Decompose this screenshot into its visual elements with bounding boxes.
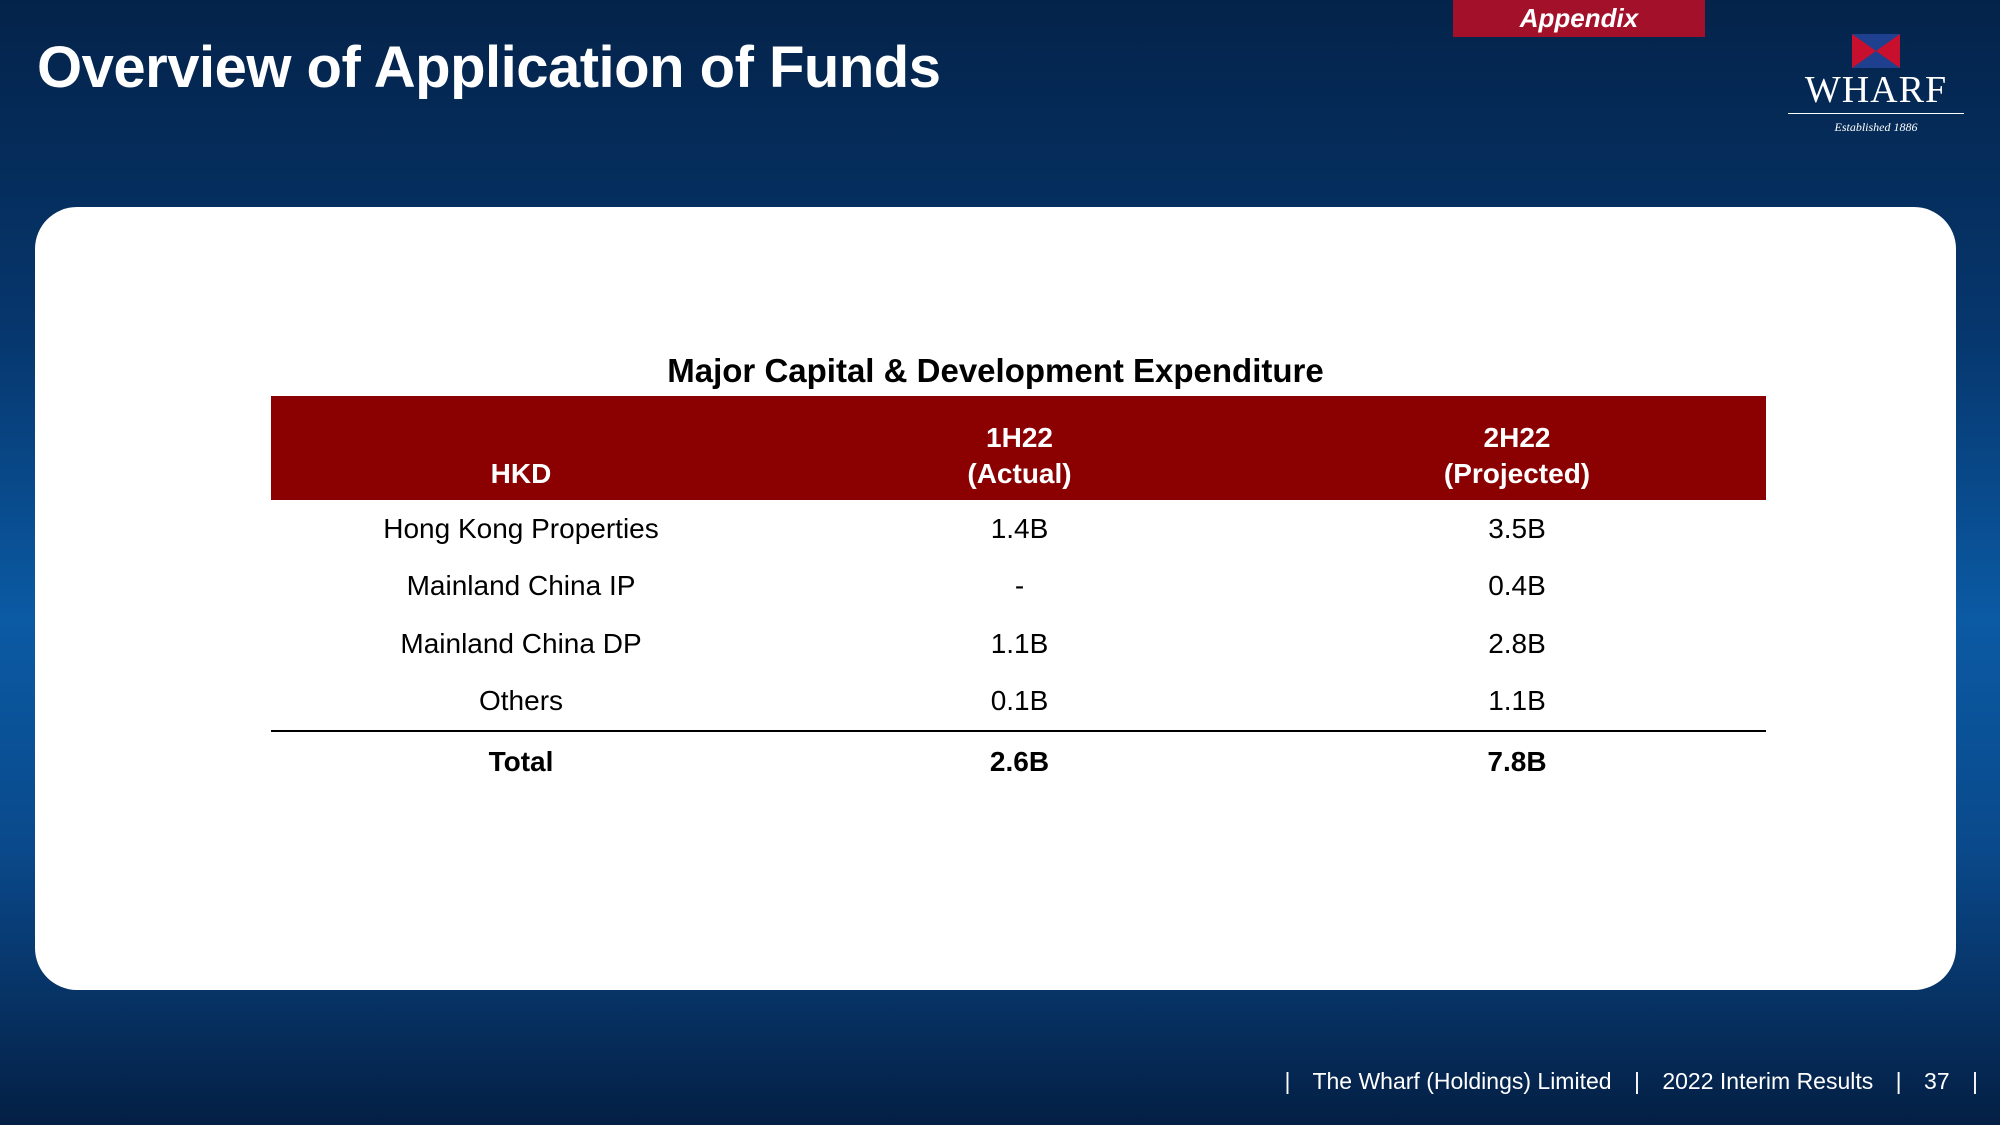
row-value-1h22: - bbox=[1014, 570, 1025, 602]
table-row: Mainland China DP 1.1B 2.8B bbox=[271, 615, 1766, 673]
footer-separator: | bbox=[1633, 1068, 1640, 1094]
row-label: Others bbox=[478, 685, 564, 717]
row-value-2h22: 1.1B bbox=[1488, 685, 1546, 717]
section-tab-appendix: Appendix bbox=[1453, 0, 1705, 37]
logo-wordmark: WHARF bbox=[1804, 69, 1948, 111]
table-row: Hong Kong Properties 1.4B 3.5B bbox=[271, 500, 1766, 558]
company-logo: WHARF Established 1886 bbox=[1784, 34, 1968, 144]
wharf-flag-icon bbox=[1852, 34, 1900, 68]
footer-company: The Wharf (Holdings) Limited bbox=[1312, 1068, 1612, 1094]
table-total-row: Total 2.6B 7.8B bbox=[271, 730, 1766, 792]
total-value-1h22: 2.6B bbox=[771, 730, 1268, 792]
row-label: Hong Kong Properties bbox=[383, 512, 659, 544]
column-header-1h22: 1H22 (Actual) bbox=[771, 396, 1268, 500]
footer-page-number: 37 bbox=[1924, 1068, 1950, 1094]
row-label: Mainland China IP bbox=[406, 570, 636, 602]
content-card: Major Capital & Development Expenditure … bbox=[35, 207, 1956, 990]
column-header-line2: HKD bbox=[490, 458, 552, 489]
column-header-hkd: HKD bbox=[271, 396, 771, 500]
page-title: Overview of Application of Funds bbox=[37, 35, 941, 100]
table-row: Mainland China IP - 0.4B bbox=[271, 558, 1766, 616]
row-value-2h22: 0.4B bbox=[1488, 570, 1546, 602]
footer-report: 2022 Interim Results bbox=[1662, 1068, 1874, 1094]
row-value-2h22: 3.5B bbox=[1488, 512, 1546, 544]
column-header-line2: (Projected) bbox=[1443, 458, 1591, 489]
footer-separator: | bbox=[1895, 1068, 1902, 1094]
page-footer: | The Wharf (Holdings) Limited | 2022 In… bbox=[1268, 1068, 1978, 1095]
column-header-line2: (Actual) bbox=[967, 458, 1072, 489]
column-header-line1: 2H22 bbox=[1483, 422, 1551, 453]
row-value-1h22: 1.4B bbox=[990, 512, 1049, 544]
table-header-row: HKD 1H22 (Actual) 2H22 (Projected) bbox=[271, 396, 1766, 500]
column-header-line1: 1H22 bbox=[986, 422, 1053, 453]
logo-divider bbox=[1788, 113, 1964, 114]
footer-separator: | bbox=[1972, 1068, 1978, 1094]
capex-table: HKD 1H22 (Actual) 2H22 (Projected) Hong … bbox=[271, 396, 1766, 792]
footer-separator: | bbox=[1284, 1068, 1291, 1094]
row-value-1h22: 1.1B bbox=[990, 627, 1049, 659]
table-title: Major Capital & Development Expenditure bbox=[667, 352, 1324, 389]
total-label: Total bbox=[271, 730, 771, 792]
column-header-2h22: 2H22 (Projected) bbox=[1268, 396, 1766, 500]
row-value-2h22: 2.8B bbox=[1488, 627, 1546, 659]
row-value-1h22: 0.1B bbox=[990, 685, 1049, 717]
total-value-2h22: 7.8B bbox=[1268, 730, 1766, 792]
table-row: Others 0.1B 1.1B bbox=[271, 673, 1766, 732]
row-label: Mainland China DP bbox=[400, 627, 642, 659]
logo-tagline: Established 1886 bbox=[1834, 120, 1918, 134]
